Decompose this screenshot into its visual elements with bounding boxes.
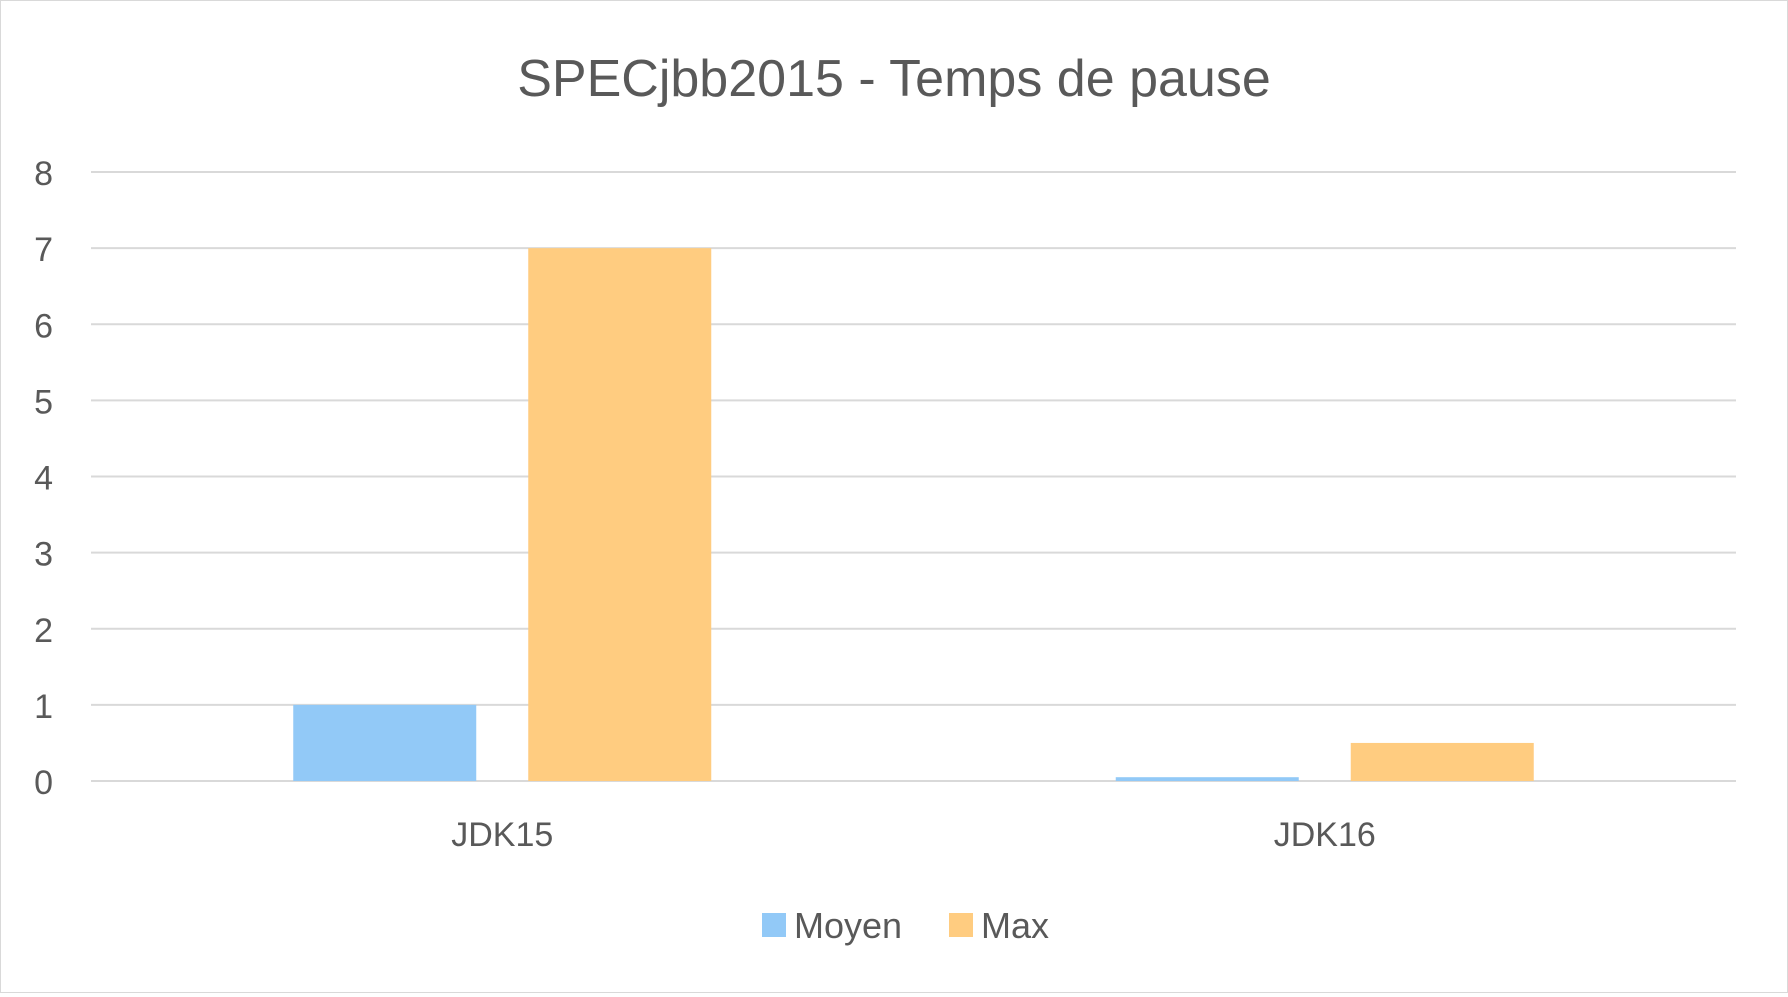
x-axis-tick-labels: JDK15 JDK16 [451,816,1376,854]
bars [293,248,1534,781]
legend-label-moyen: Moyen [794,905,902,946]
y-tick-label: 3 [34,536,53,574]
legend-swatch-moyen [762,913,786,937]
x-tick-label: JDK16 [1274,816,1376,854]
y-axis-tick-labels: 0 1 2 3 4 5 6 7 8 [34,155,53,802]
y-tick-label: 4 [34,460,53,498]
y-tick-label: 7 [34,231,53,269]
legend-label-max: Max [981,905,1049,946]
y-tick-label: 0 [34,764,53,802]
y-tick-label: 1 [34,688,53,726]
legend-swatch-max [949,913,973,937]
y-tick-label: 8 [34,155,53,193]
bar-max-jdk16 [1350,742,1534,781]
bar-max-jdk15 [528,248,712,781]
y-tick-label: 2 [34,612,53,650]
bar-moyen-jdk15 [293,704,477,781]
y-tick-label: 6 [34,307,53,345]
x-tick-label: JDK15 [451,816,553,854]
gridlines [91,171,1736,782]
bar-moyen-jdk16 [1115,777,1299,781]
chart-title: SPECjbb2015 - Temps de pause [517,50,1271,108]
legend: Moyen Max [762,905,1049,946]
y-tick-label: 5 [34,383,53,421]
